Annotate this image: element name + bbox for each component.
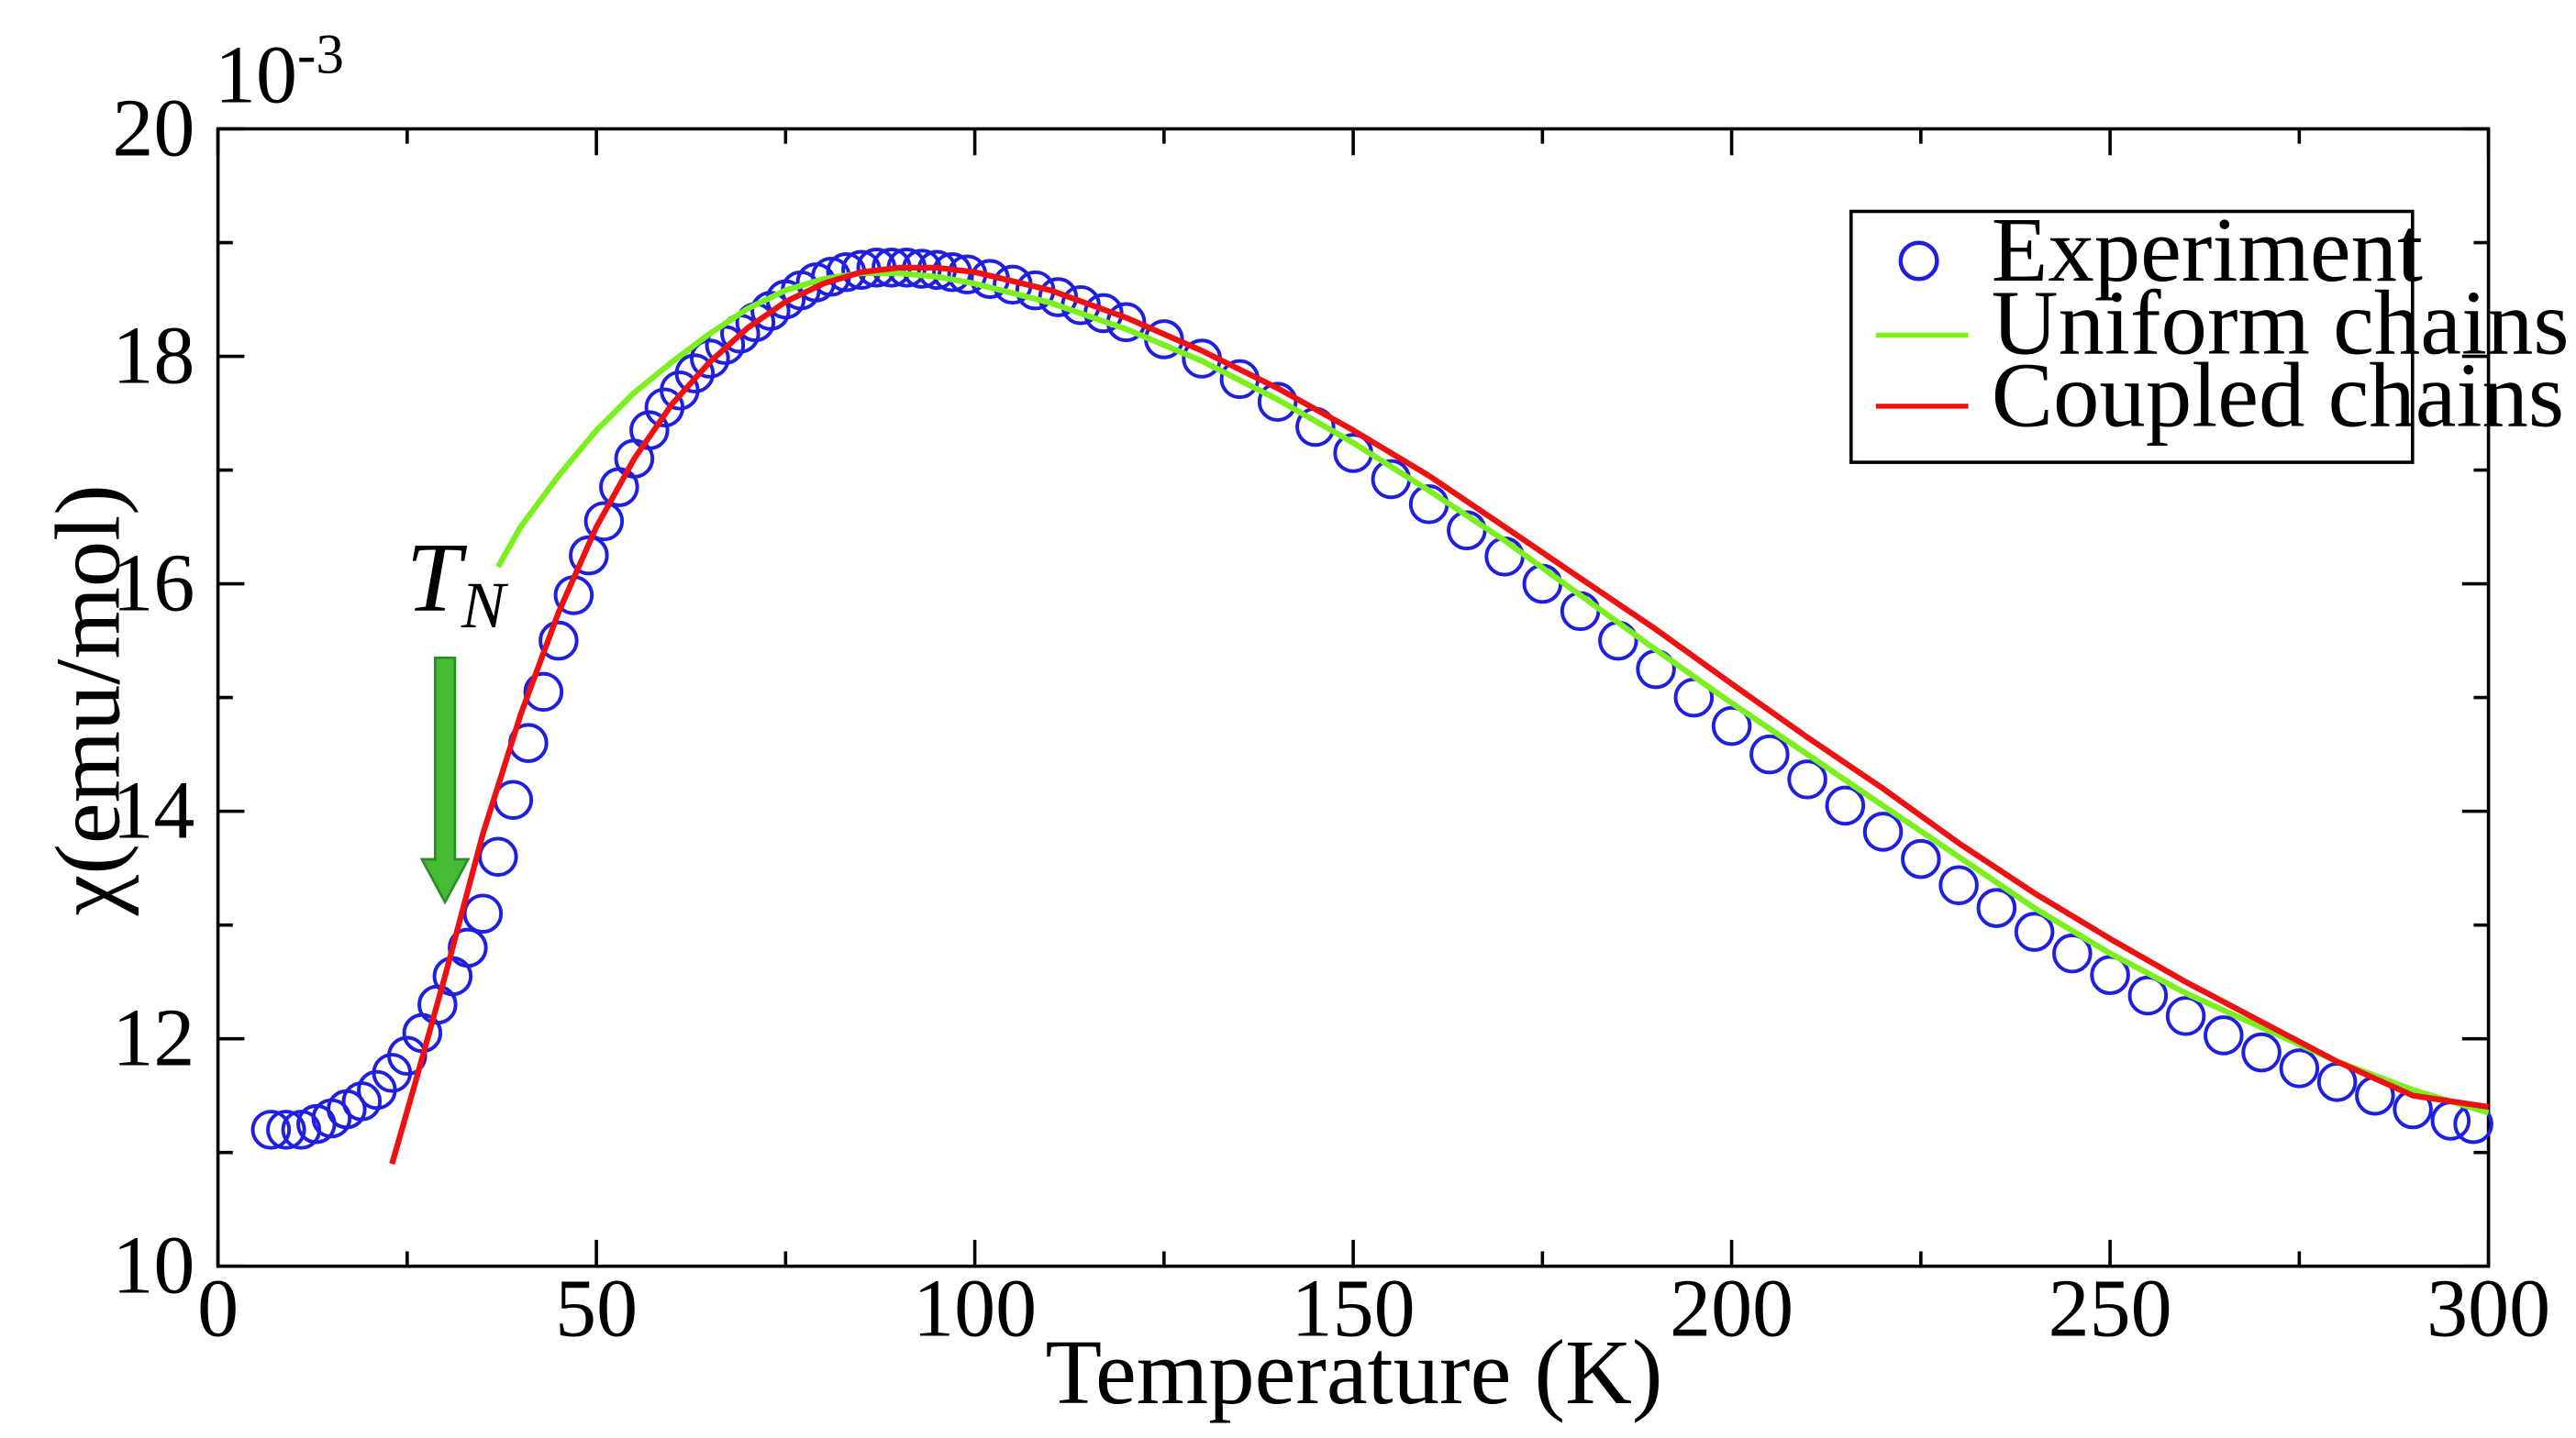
y-tick-label: 14: [112, 765, 194, 856]
y-tick-label: 16: [112, 537, 194, 628]
data-point: [2279, 1048, 2320, 1089]
data-point: [2090, 955, 2130, 995]
y-scale-base: 10: [215, 30, 297, 121]
data-point: [1598, 620, 1638, 661]
y-tick-label: 18: [112, 310, 194, 401]
tn-label-main: T: [406, 524, 468, 633]
data-point: [448, 927, 488, 968]
data-point: [2165, 996, 2206, 1036]
data-point: [2052, 933, 2093, 974]
data-point: [2127, 975, 2169, 1016]
series-line-uniform-chains: [495, 270, 2490, 1116]
data-point: [1825, 785, 1866, 826]
tn-annotation: TN: [406, 524, 509, 905]
x-tick-label: 300: [2426, 1263, 2550, 1354]
legend-label-coupled: Coupled chains: [1992, 344, 2564, 447]
x-tick-label: 0: [197, 1263, 239, 1354]
legend: Experiment Uniform chains Coupled chains: [1849, 198, 2570, 464]
y-tick-label: 20: [112, 83, 194, 173]
data-point: [523, 671, 564, 713]
y-axis-label: χ(emu/mol): [37, 484, 139, 916]
data-point: [1976, 888, 2017, 928]
data-point: [1257, 382, 1298, 422]
data-point: [2241, 1032, 2282, 1073]
legend-label-experiment: Experiment: [1992, 198, 2423, 301]
data-point: [690, 338, 730, 379]
tn-arrow: [419, 656, 471, 905]
data-point: [478, 836, 518, 878]
data-point: [2204, 1015, 2244, 1056]
series-layer: [250, 248, 2493, 1165]
legend-label-uniform: Uniform chains: [1992, 271, 2570, 373]
data-point: [539, 620, 579, 661]
data-point: [266, 1110, 306, 1150]
axis-ticks: 0 50 100 150 200 250 300 10 12 14 16 18 20: [112, 83, 2550, 1354]
data-point: [2014, 912, 2055, 952]
legend-marker-experiment: [1898, 240, 1939, 282]
x-tick-label: 50: [555, 1263, 638, 1354]
tn-label: TN: [406, 524, 509, 642]
x-tick-label: 200: [1670, 1263, 1793, 1354]
y-scale-label: 10-3: [215, 23, 344, 120]
series-line-coupled-chains: [389, 264, 2490, 1165]
data-point: [629, 410, 670, 450]
data-point: [1749, 734, 1790, 775]
x-tick-label: 250: [2049, 1263, 2172, 1354]
data-point: [1862, 812, 1904, 852]
data-point: [462, 893, 504, 935]
data-point: [674, 353, 716, 393]
y-tick-label: 10: [112, 1221, 194, 1311]
data-point: [1938, 865, 1979, 906]
x-axis-label: Temperature (K): [1046, 1321, 1663, 1423]
data-point: [1711, 705, 1752, 747]
data-point: [583, 501, 625, 542]
y-scale-exponent: -3: [297, 23, 344, 85]
tn-label-sub: N: [461, 569, 509, 642]
x-tick-label: 150: [1292, 1263, 1416, 1354]
x-tick-label: 100: [913, 1263, 1037, 1354]
y-tick-label: 12: [112, 992, 194, 1083]
data-point: [1901, 838, 1941, 879]
data-point: [250, 1110, 292, 1150]
data-point: [1787, 759, 1827, 800]
